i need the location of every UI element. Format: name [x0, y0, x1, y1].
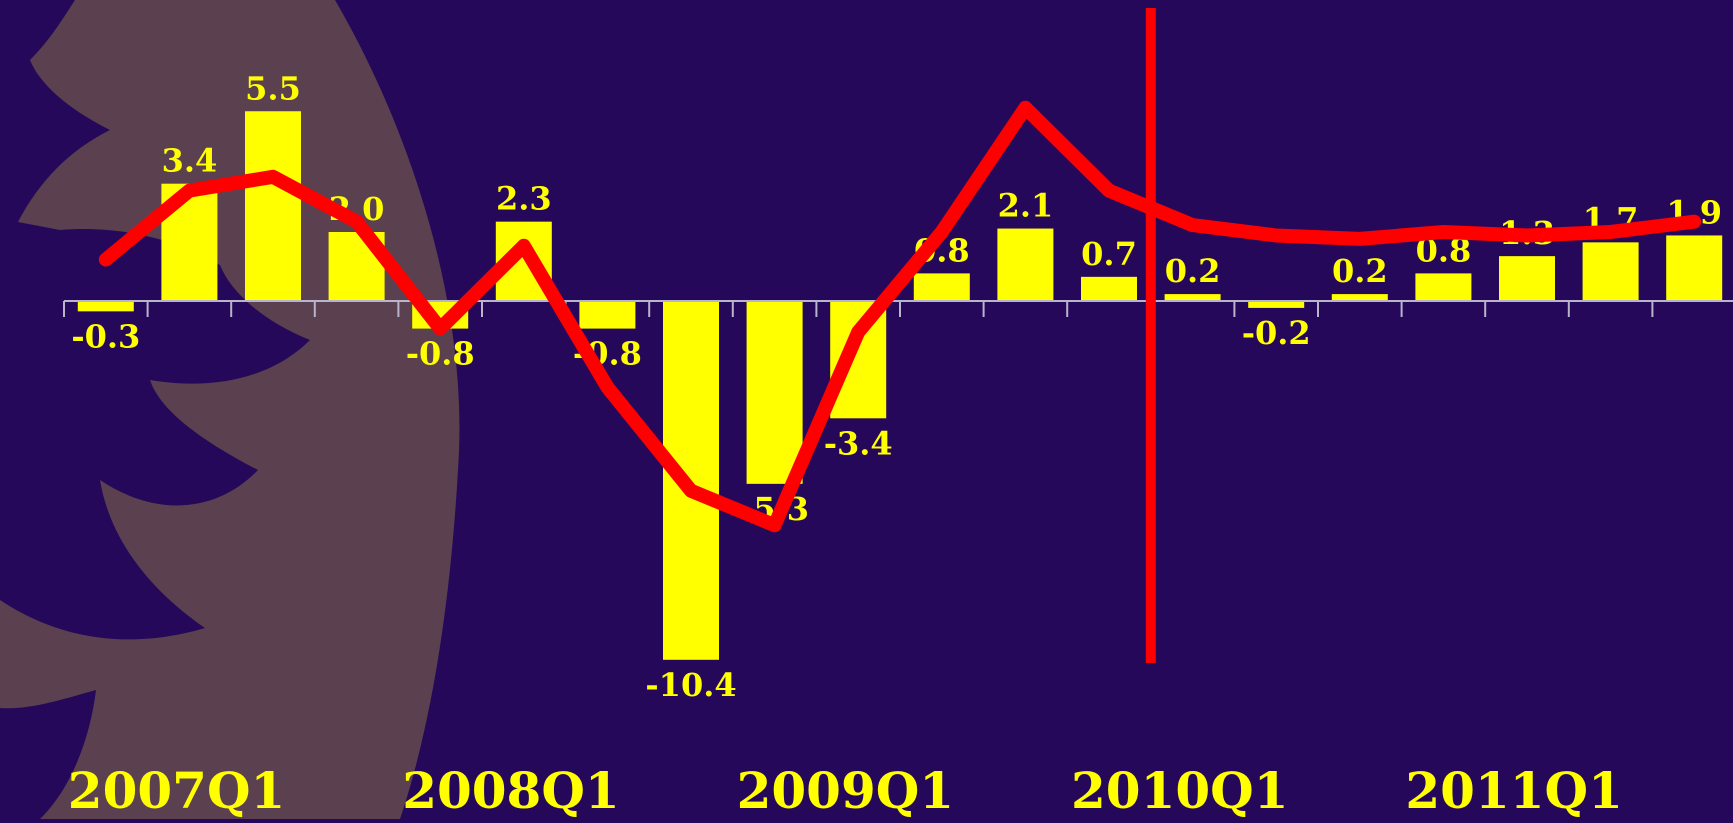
decorative-emblem: [0, 0, 460, 819]
x-tick-label-2009Q1: 2009Q1: [737, 761, 955, 819]
bar-2011Q3: [1582, 242, 1639, 301]
bar-2011Q2: [1499, 256, 1555, 301]
value-label-2007Q3: 5.5: [245, 69, 301, 107]
x-tick-label-2007Q1: 2007Q1: [68, 761, 286, 819]
value-label-2007Q2: 3.4: [162, 142, 218, 180]
value-label-2007Q1: -0.3: [71, 317, 140, 355]
bar-2011Q1: [1415, 273, 1472, 301]
bar-2009Q3: [913, 273, 970, 301]
bar-2011Q4: [1666, 235, 1723, 301]
value-label-2008Q1: -0.8: [406, 335, 475, 373]
value-label-2009Q2: -3.4: [824, 424, 893, 462]
value-label-2010Q2: 0.2: [1165, 252, 1221, 290]
bar-2009Q4: [997, 228, 1054, 301]
x-tick-label-2010Q1: 2010Q1: [1071, 761, 1289, 819]
value-label-2008Q4: -10.4: [645, 666, 736, 704]
value-label-2009Q4: 2.1: [998, 187, 1054, 225]
value-label-2010Q1: 0.7: [1081, 235, 1137, 273]
x-tick-label-2011Q1: 2011Q1: [1405, 761, 1623, 819]
value-label-2008Q2: 2.3: [496, 180, 552, 218]
trend-line: [98, 100, 1702, 533]
bar-2010Q3: [1248, 301, 1305, 308]
bar-2010Q2: [1164, 294, 1221, 301]
x-tick-label-2008Q1: 2008Q1: [402, 761, 620, 819]
bar-2010Q1: [1081, 276, 1137, 301]
bar-2007Q3: [245, 111, 301, 301]
bar-2007Q1: [77, 301, 134, 312]
value-label-2010Q4: 0.2: [1332, 252, 1388, 290]
bar-2008Q3: [579, 301, 636, 329]
value-label-2010Q3: -0.2: [1242, 314, 1311, 352]
bar-2009Q1: [746, 301, 803, 484]
bar-2010Q4: [1331, 294, 1388, 301]
